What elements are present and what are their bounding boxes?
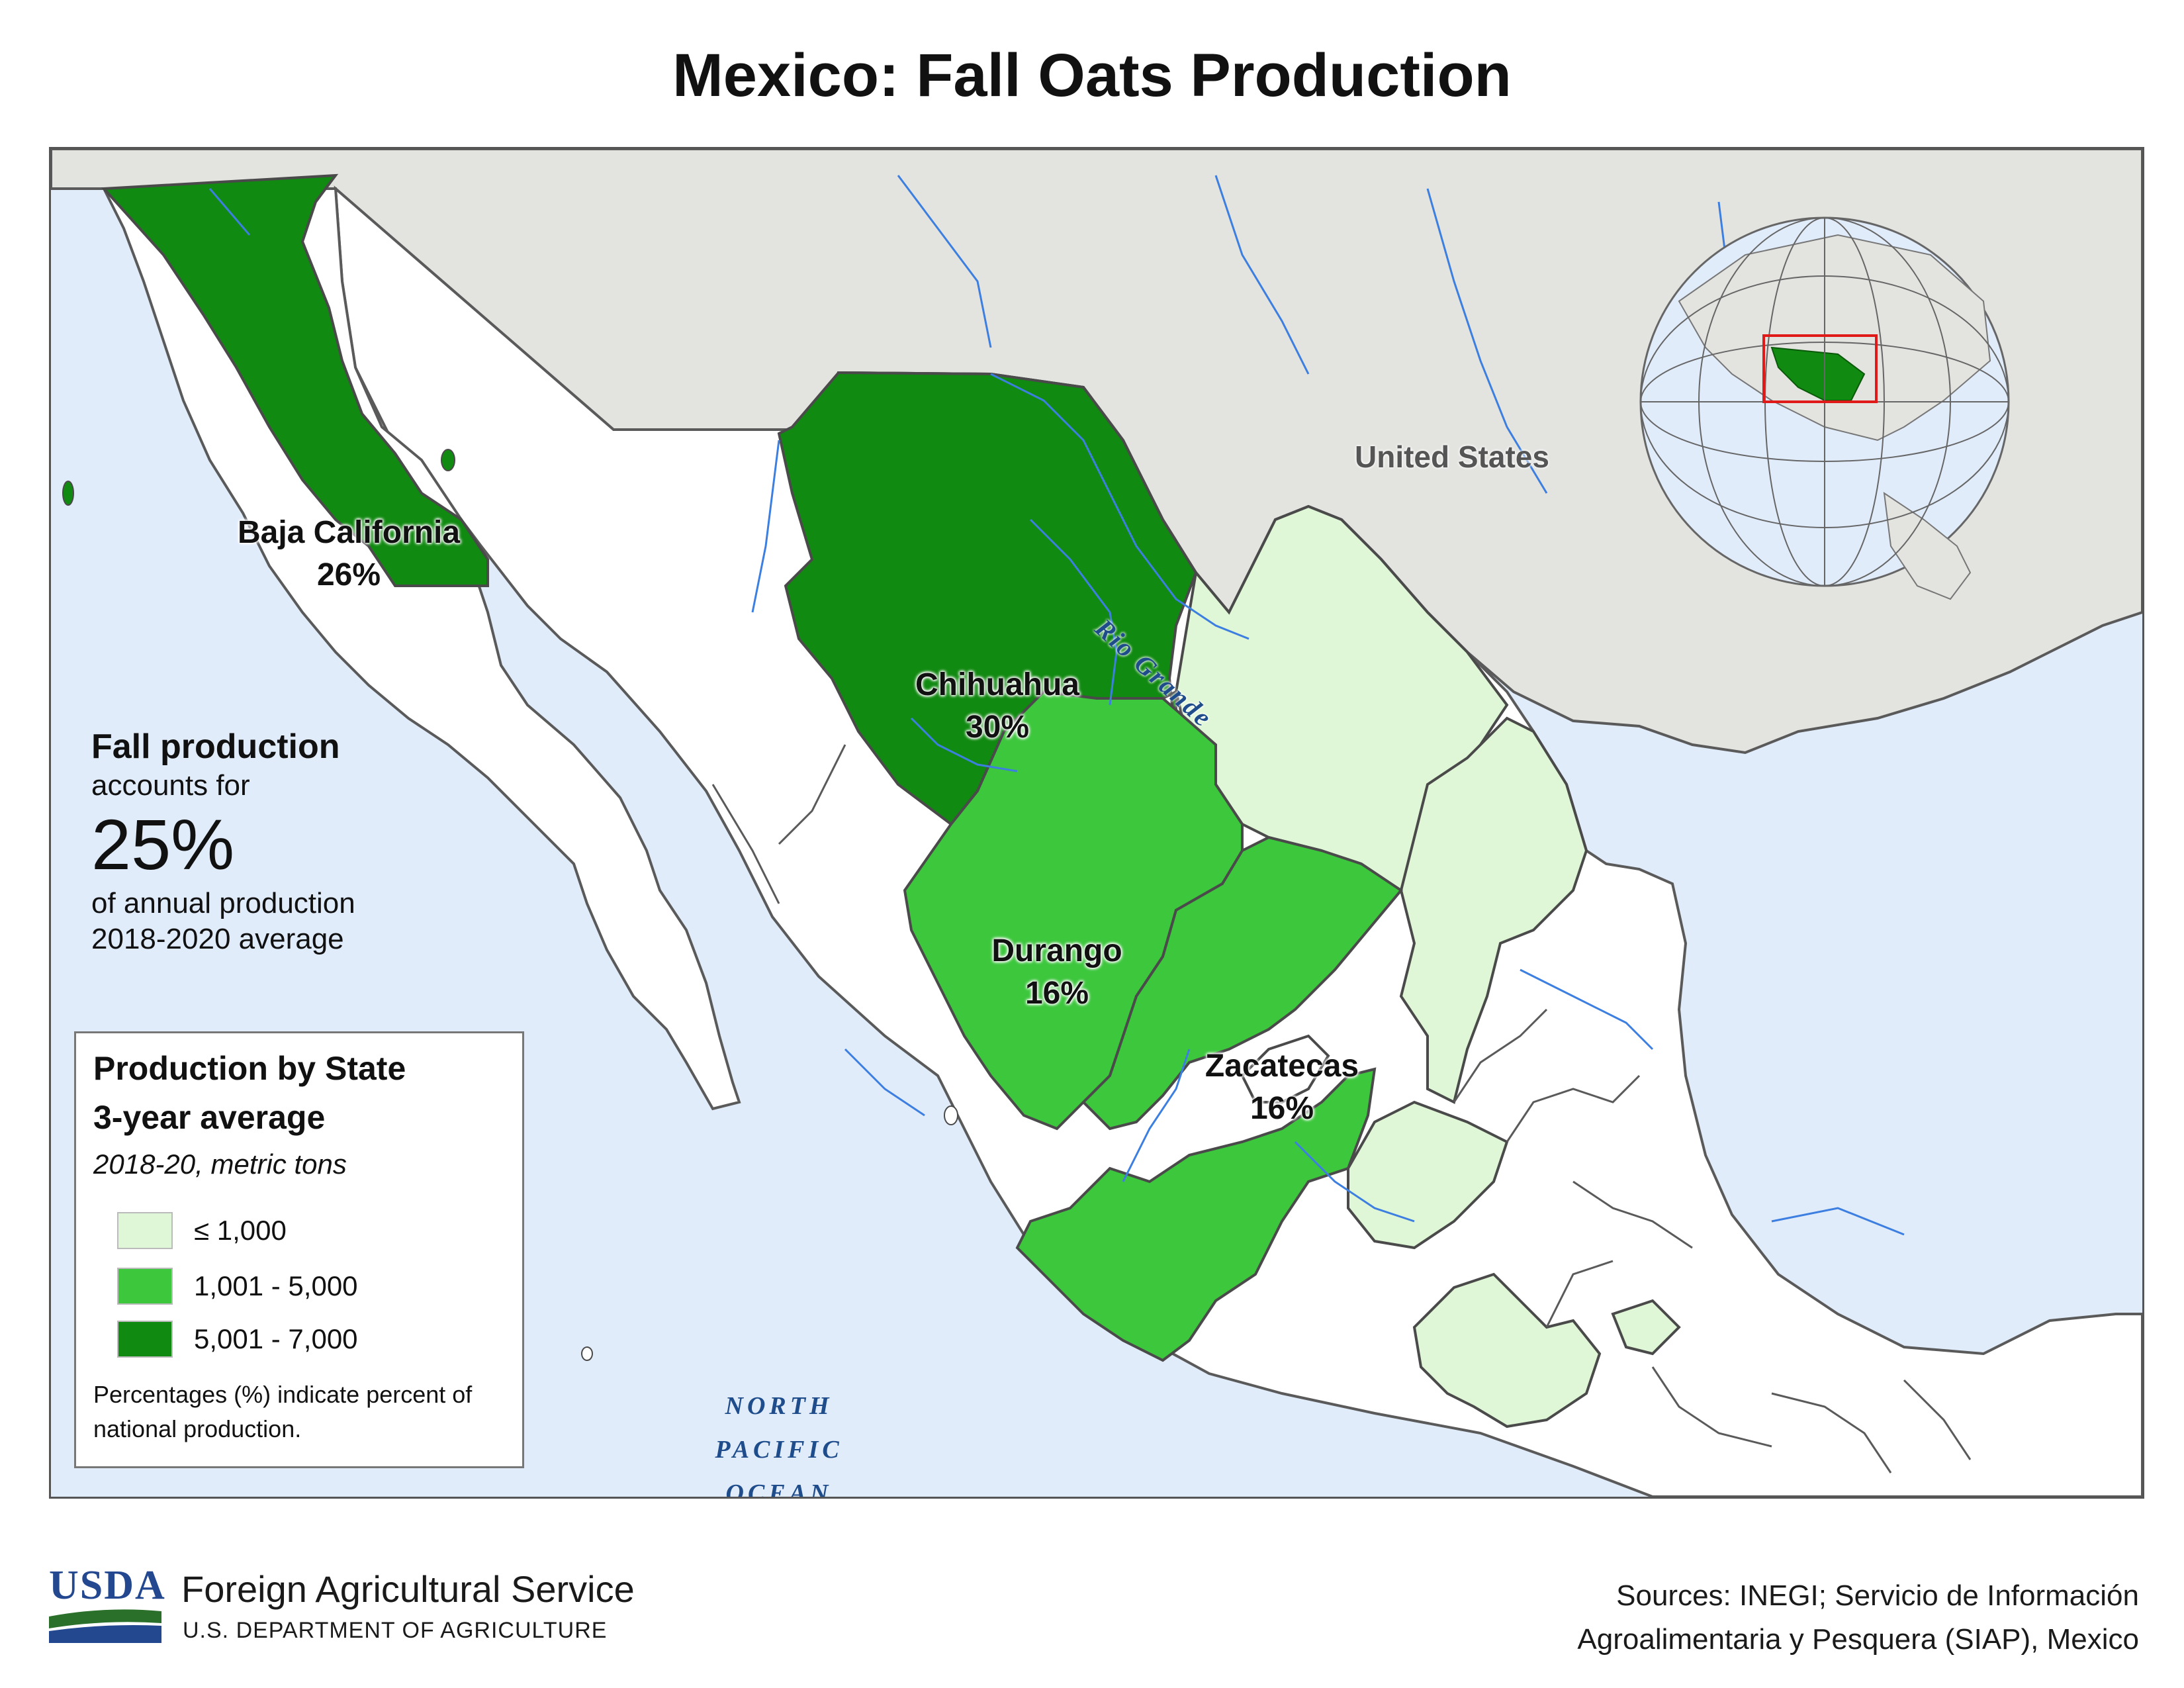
- callout-line2: of annual production: [91, 887, 355, 919]
- map-canvas: [51, 149, 2142, 1497]
- legend-note: Percentages (%) indicate percent of nati…: [93, 1381, 473, 1442]
- legend-title-2: 3-year average: [93, 1099, 326, 1136]
- state-baja-california: [101, 173, 489, 587]
- legend-subtitle: 2018-20, metric tons: [93, 1149, 347, 1180]
- usda-logo-swoosh: [49, 1609, 161, 1643]
- state-borders: [711, 744, 1972, 1474]
- state-aguascalientes: [1240, 1034, 1330, 1103]
- state-share: 30%: [965, 710, 1030, 745]
- islands: [62, 449, 455, 506]
- legend-item-high: 5,001 - 7,000: [117, 1321, 514, 1360]
- legend-label: 5,001 - 7,000: [194, 1323, 358, 1354]
- ocean-label: NORTH PACIFIC OCEAN: [693, 1384, 865, 1499]
- river-rio-grande: [990, 373, 1250, 640]
- callout-value: 25%: [91, 804, 235, 884]
- agency-department: U.S. DEPARTMENT OF AGRICULTURE: [183, 1618, 608, 1643]
- state-label-chihuahua: Chihuahua 30%: [865, 664, 1130, 749]
- legend-title: Production by State: [93, 1050, 406, 1087]
- state-label-durango: Durango 16%: [925, 930, 1189, 1015]
- sources-line-2: Agroalimentaria y Pesquera (SIAP), Mexic…: [1577, 1623, 2139, 1656]
- ocean-label-line: OCEAN: [725, 1479, 833, 1499]
- legend-label: ≤ 1,000: [194, 1215, 287, 1246]
- state-tlaxcala: [1611, 1299, 1681, 1356]
- state-label-baja-california: Baja California 26%: [197, 512, 501, 596]
- state-guanajuato: [1347, 1100, 1509, 1250]
- agency-name: Foreign Agricultural Service: [181, 1568, 635, 1610]
- sources-credit: Sources: INEGI; Servicio de Información …: [1577, 1574, 2139, 1662]
- state-zacatecas: [1081, 835, 1403, 1131]
- usda-logo-mark: USDA: [49, 1562, 165, 1645]
- legend-swatch: [117, 1321, 173, 1358]
- fall-production-callout: Fall production accounts for 25% of annu…: [91, 727, 435, 956]
- state-label-zacatecas: Zacatecas 16%: [1150, 1045, 1414, 1130]
- ocean-label-line: PACIFIC: [715, 1436, 843, 1464]
- map-title: Mexico: Fall Oats Production: [672, 42, 1512, 109]
- map-legend: Production by State 3-year average 2018-…: [74, 1031, 524, 1468]
- sources-line-1: Sources: INEGI; Servicio de Información: [1616, 1579, 2139, 1612]
- globe-extent-box: [1762, 334, 1878, 403]
- state-share: 16%: [1024, 976, 1089, 1011]
- state-share: 26%: [316, 557, 381, 592]
- state-share: 16%: [1250, 1091, 1314, 1126]
- state-name: Zacatecas: [1205, 1049, 1359, 1084]
- legend-label: 1,001 - 5,000: [194, 1270, 358, 1301]
- usda-fas-logo: USDA Foreign Agricultural Service U.S. D…: [49, 1562, 638, 1655]
- legend-swatch: [117, 1268, 173, 1305]
- state-name: Baja California: [237, 515, 461, 550]
- inset-globe: [1639, 216, 2010, 600]
- state-nuevo-leon: [1399, 716, 1588, 1104]
- usda-wordmark: USDA: [49, 1563, 166, 1608]
- callout-heading: Fall production: [91, 727, 340, 766]
- legend-item-mid: 1,001 - 5,000: [117, 1268, 514, 1307]
- state-jalisco: [1015, 1067, 1377, 1362]
- callout-line1: accounts for: [91, 769, 250, 802]
- state-name: Chihuahua: [915, 667, 1079, 702]
- map-frame: United States Baja California 26% Chihua…: [49, 147, 2144, 1499]
- callout-line3: 2018-2020 average: [91, 923, 344, 955]
- ocean-label-line: NORTH: [725, 1392, 833, 1420]
- country-label-united-states: United States: [1355, 440, 1549, 474]
- state-name: Durango: [991, 933, 1122, 968]
- state-mexico: [1412, 1272, 1602, 1429]
- legend-swatch: [117, 1212, 173, 1249]
- legend-item-low: ≤ 1,000: [117, 1212, 514, 1252]
